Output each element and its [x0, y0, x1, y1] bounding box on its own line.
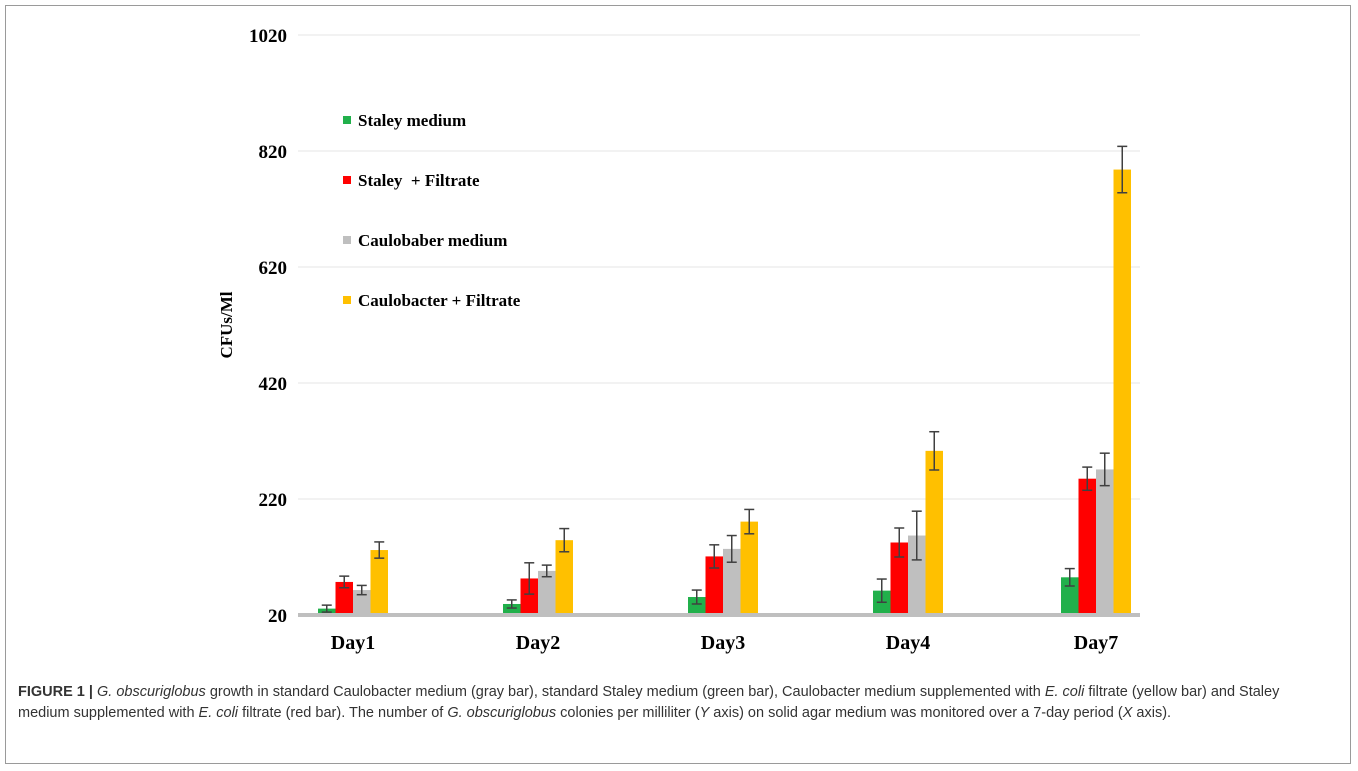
- legend-item: Staley medium: [343, 111, 466, 130]
- caption-segment: E. coli: [1044, 684, 1085, 700]
- bar: [520, 578, 538, 615]
- x-axis-categories: Day1 Day2 Day3 Day4 Day7: [331, 632, 1118, 654]
- figure-caption: FIGURE 1 | G. obscuriglobus growth in st…: [18, 682, 1333, 724]
- bar: [555, 540, 573, 615]
- gridlines: [298, 34, 1140, 500]
- caption-segment: G. obscuriglobus: [97, 684, 206, 700]
- bar: [723, 548, 741, 615]
- x-tick-label: Day7: [1074, 632, 1118, 654]
- caption-segment: E. coli: [198, 705, 239, 721]
- error-bar: [1064, 567, 1075, 587]
- legend-item: Caulobaber medium: [343, 231, 507, 250]
- caption-segment: filtrate (red bar). The number of: [238, 705, 448, 721]
- y-tick-label: 620: [259, 258, 288, 279]
- legend-label: Staley medium: [358, 111, 466, 130]
- x-tick-label: Day3: [701, 632, 745, 654]
- error-bar: [374, 541, 385, 559]
- legend-swatch: [343, 236, 351, 244]
- bar: [538, 570, 556, 615]
- figure-label: FIGURE 1 |: [18, 684, 93, 700]
- legend-swatch: [343, 116, 351, 124]
- x-tick-label: Day4: [886, 632, 930, 654]
- error-bar: [929, 430, 940, 471]
- bar: [335, 581, 353, 615]
- bar: [1096, 469, 1114, 615]
- error-bar: [524, 562, 535, 595]
- legend: Staley medium Staley + Filtrate Caulobaber…: [343, 111, 521, 310]
- y-tick-label: 420: [259, 374, 288, 395]
- caption-segment: Y: [699, 705, 710, 721]
- legend-label: Caulobacter + Filtrate: [358, 291, 521, 310]
- bar: [370, 550, 388, 615]
- y-tick-label: 220: [259, 490, 288, 511]
- bar: [1078, 478, 1096, 615]
- error-bar: [744, 508, 755, 535]
- legend-label: Caulobaber medium: [358, 231, 507, 250]
- error-bar: [709, 544, 720, 569]
- bar: [503, 603, 521, 615]
- bar: [1113, 169, 1131, 615]
- error-bar: [321, 604, 332, 613]
- bar: [688, 597, 706, 615]
- legend-item: Staley + Filtrate: [343, 171, 480, 190]
- legend-swatch: [343, 176, 351, 184]
- bar: [925, 450, 943, 615]
- error-bar: [339, 575, 350, 589]
- error-bar: [356, 584, 367, 596]
- legend-swatch: [343, 296, 351, 304]
- y-tick-label: 1020: [249, 26, 287, 47]
- error-bar: [894, 527, 905, 558]
- bar: [890, 542, 908, 615]
- error-bar: [1082, 466, 1093, 492]
- x-tick-label: Day2: [516, 632, 560, 654]
- error-bars: [321, 145, 1128, 613]
- legend-item: Caulobacter + Filtrate: [343, 291, 521, 310]
- bar: [740, 521, 758, 615]
- y-axis-ticks: 20 220 420 620 820 1020: [249, 26, 287, 627]
- error-bar: [876, 578, 887, 603]
- error-bar: [1117, 145, 1128, 194]
- error-bar: [506, 599, 517, 609]
- caption-segment: G. obscuriglobus: [447, 705, 557, 721]
- y-axis-label: CFUs/Ml: [217, 291, 236, 358]
- error-bar: [726, 534, 737, 563]
- caption-segment: axis) on solid agar medium was monitored…: [709, 705, 1123, 721]
- caption-segment: colonies per milliliter (: [556, 705, 700, 721]
- y-tick-label: 820: [259, 142, 288, 163]
- y-tick-label: 20: [268, 606, 287, 627]
- caption-segment: growth in standard Caulobacter medium (g…: [205, 684, 1045, 700]
- bar: [705, 556, 723, 615]
- error-bar: [911, 510, 922, 561]
- caption-text: G. obscuriglobus growth in standard Caul…: [18, 684, 1279, 721]
- error-bar: [559, 527, 570, 553]
- error-bar: [691, 589, 702, 605]
- bar: [353, 590, 371, 615]
- error-bar: [1099, 452, 1110, 487]
- caption-segment: X: [1122, 705, 1133, 721]
- caption-segment: filtrate (yellow bar) and Staley medium …: [18, 684, 1280, 721]
- bar: [908, 535, 926, 615]
- caption-segment: axis).: [1132, 705, 1172, 721]
- x-tick-label: Day1: [331, 632, 375, 654]
- error-bar: [541, 564, 552, 578]
- legend-label: Staley + Filtrate: [358, 171, 480, 190]
